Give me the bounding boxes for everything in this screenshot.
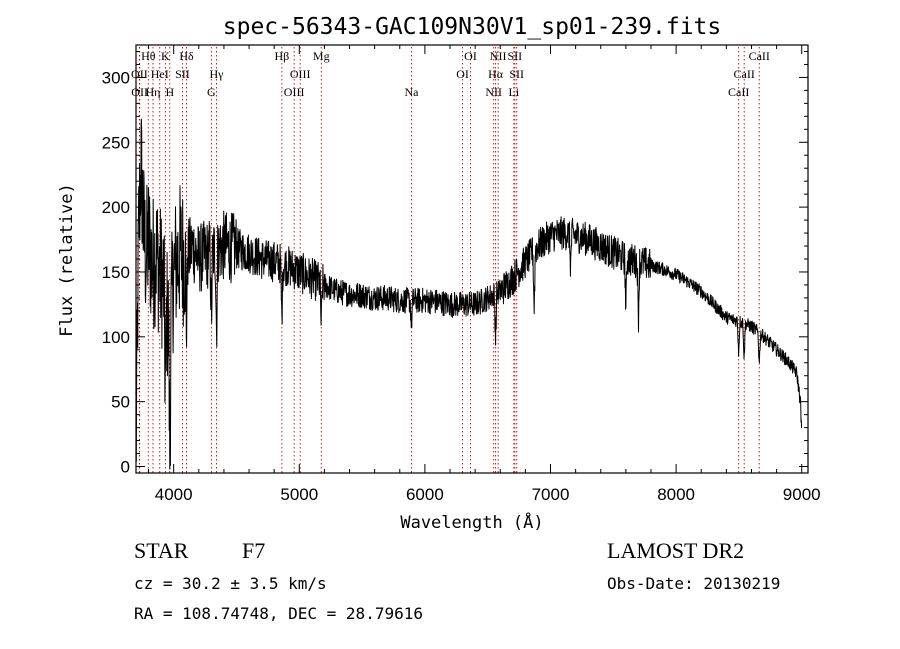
x-tick-label: 6000 (406, 485, 444, 504)
line-marker-label: CaII (734, 67, 755, 81)
line-marker-label: CaII (728, 85, 749, 99)
line-marker-label: SII (507, 49, 522, 63)
coordinates-readout: RA = 108.74748, DEC = 28.79616 (134, 604, 423, 623)
survey-name: LAMOST DR2 (607, 538, 745, 563)
y-tick-label: 0 (121, 458, 130, 477)
line-marker-label: Li (508, 85, 519, 99)
y-axis-label: Flux (relative) (57, 183, 77, 337)
y-tick-label: 150 (102, 263, 130, 282)
line-marker-label: H (165, 85, 174, 99)
y-tick-label: 100 (102, 328, 130, 347)
y-tick-label: 250 (102, 133, 130, 152)
y-tick-label: 50 (111, 393, 130, 412)
line-marker-label: OII (131, 67, 148, 81)
x-tick-label: 9000 (783, 485, 821, 504)
x-tick-label: 4000 (155, 485, 193, 504)
line-marker-label: Hβ (274, 49, 289, 63)
line-marker-label: NII (485, 85, 502, 99)
line-marker-label: OII (131, 85, 148, 99)
line-marker-label: HeI (151, 67, 169, 81)
line-marker-label: K (161, 49, 170, 63)
line-marker-label: Hδ (179, 49, 194, 63)
line-marker-label: OIII (290, 67, 311, 81)
line-marker-label: NII (490, 49, 507, 63)
object-class: STAR (134, 538, 189, 563)
chart-title: spec-56343-GAC109N30V1_sp01-239.fits (223, 14, 722, 40)
y-tick-label: 300 (102, 68, 130, 87)
y-tick-label: 200 (102, 198, 130, 217)
x-tick-label: 7000 (532, 485, 570, 504)
object-subclass: F7 (242, 538, 266, 563)
line-marker-label: Na (404, 85, 419, 99)
x-axis-label: Wavelength (Å) (400, 511, 543, 533)
spectrum-line (135, 118, 803, 470)
line-marker-label: Hθ (141, 49, 156, 63)
line-marker-label: Mg (313, 49, 330, 63)
x-tick-label: 8000 (657, 485, 695, 504)
line-marker-label: OIII (284, 85, 305, 99)
line-marker-label: SII (175, 67, 190, 81)
line-marker-label: Hγ (210, 67, 225, 81)
line-marker-label: G (207, 85, 216, 99)
redshift-readout: cz = 30.2 ± 3.5 km/s (134, 574, 327, 593)
observation-date: Obs-Date: 20130219 (607, 574, 781, 593)
line-marker-label: SII (509, 67, 524, 81)
line-marker-label: OI (464, 49, 477, 63)
line-marker-label: Hη (145, 85, 160, 99)
line-marker-label: CaII (749, 49, 770, 63)
x-tick-label: 5000 (280, 485, 318, 504)
line-marker-label: Hα (488, 67, 504, 81)
line-marker-label: OI (456, 67, 469, 81)
